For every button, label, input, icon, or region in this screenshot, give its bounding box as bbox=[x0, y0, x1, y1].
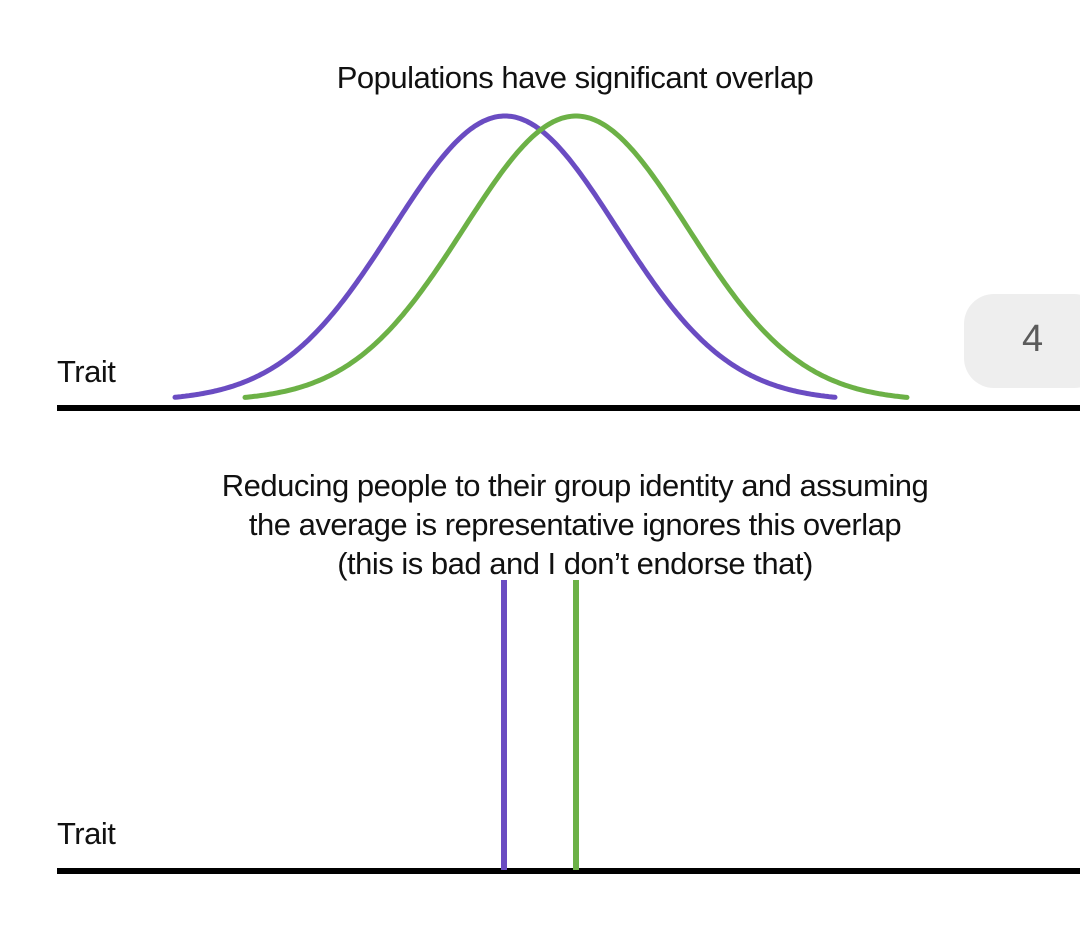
page-number-badge: 4 bbox=[964, 294, 1080, 388]
page-number: 4 bbox=[1022, 318, 1044, 360]
bottom-axis-label: Trait bbox=[57, 816, 116, 851]
caption-line: (this is bad and I don’t endorse that) bbox=[337, 546, 813, 581]
caption-line: Reducing people to their group identity … bbox=[221, 468, 929, 503]
purple-distribution-curve bbox=[172, 113, 838, 400]
bottom-panel-caption: Reducing people to their group identity … bbox=[120, 466, 1030, 583]
green-distribution-curve bbox=[242, 113, 910, 400]
top-panel-title: Populations have significant overlap bbox=[336, 60, 814, 95]
caption-line: the average is representative ignores th… bbox=[248, 507, 902, 542]
top-axis-label: Trait bbox=[57, 354, 116, 389]
